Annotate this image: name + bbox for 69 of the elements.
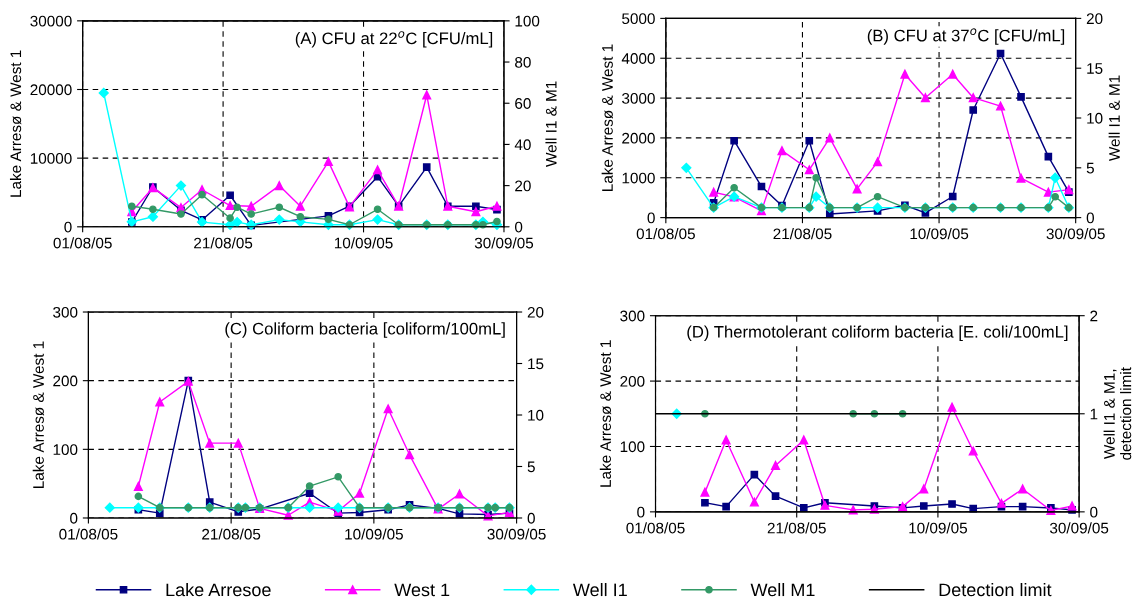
y2-tick-label: 40 [514,139,531,151]
text: (A) CFU at 22$^{o}$C [CFU/mL] [295,31,493,48]
x-tick-label: 01/08/05 [626,522,685,534]
x-tick-label: 21/08/05 [773,228,832,240]
x-tick-label: 10/09/05 [345,528,403,540]
y2-tick-label: 0 [1086,212,1094,224]
y-tick-label: 300 [620,310,645,322]
y2-tick-label: 100 [515,15,540,27]
x-tick-label: 30/09/05 [474,237,534,249]
y2-tick-label: 80 [515,56,531,68]
x-tick-label: 01/08/05 [636,228,695,240]
y2-tick-label: 20 [515,180,531,192]
legend-label: Well I1 [572,582,627,597]
text: (B) CFU at 37$^{o}$C [CFU/mL] [867,28,1065,45]
x-tick-label: 01/08/05 [53,237,112,249]
y-axis-title: Lake Arresø & West 1 [9,50,22,197]
y2-axis-title: Well I1 & M1 [1108,75,1120,162]
y-tick-label: 10000 [30,153,72,164]
y-tick-label: 30000 [30,15,72,27]
x-tick-label: 21/08/05 [767,522,826,534]
y-tick-label: 5000 [622,13,655,25]
y-tick-label: 300 [53,306,78,318]
y2-axis-title: Well I1 & M1, detection limit [1103,367,1132,460]
y-tick-label: 20000 [30,84,72,96]
y2-tick-label: 15 [528,358,544,370]
x-tick-label: 01/08/05 [59,528,118,540]
y-tick-label: 0 [637,506,645,518]
text: (C) Coliform bacteria [coliform/100mL] [225,322,505,338]
x-tick-label: 30/09/05 [1049,522,1109,534]
x-tick-label: 30/09/05 [1046,228,1105,240]
y2-tick-label: 20 [1086,13,1103,25]
y2-tick-label: 15 [1087,63,1103,74]
x-tick-label: 30/09/05 [487,528,546,540]
x-tick-label: 21/08/05 [194,237,253,249]
y-tick-label: 3000 [622,92,655,104]
y2-tick-label: 1 [1090,408,1098,420]
y2-tick-label: 0 [1090,506,1098,518]
y2-tick-label: 2 [1090,310,1098,322]
y-tick-label: 0 [647,212,655,224]
x-tick-label: 10/09/05 [334,237,393,249]
y2-tick-label: 60 [515,98,531,109]
text: (D) Thermotolerant coliform bacteria [E. coli/100mL] [687,325,1068,342]
legend-label: West 1 [394,583,450,597]
y2-tick-label: 10 [1087,112,1103,124]
y-axis-title: Lake Arresø & West 1 [32,341,45,488]
y2-tick-label: 10 [528,409,544,421]
y-tick-label: 1000 [622,172,655,184]
y-axis-title: Lake Arresø & West 1 [599,340,612,487]
y2-axis-title: Well I1 & M1 [545,81,557,167]
y-tick-label: 100 [53,444,78,456]
y-tick-label: 100 [620,441,645,453]
y2-tick-label: 20 [527,306,544,318]
y-tick-label: 0 [64,221,72,233]
y-tick-label: 200 [620,375,645,387]
y-axis-title: Lake Arresø & West 1 [601,44,613,191]
y-tick-label: 4000 [621,53,655,64]
legend-label: Well M1 [750,582,815,597]
legend-label: Lake Arresoe [166,582,271,597]
y2-tick-label: 5 [527,461,535,473]
y-tick-label: 200 [53,375,78,387]
legend-label: Detection limit [939,582,1052,597]
y-tick-label: 2000 [622,132,655,144]
x-tick-label: 21/08/05 [202,528,261,540]
y2-tick-label: 5 [1086,162,1094,174]
y-tick-label: 0 [70,512,78,524]
y2-tick-label: 0 [514,221,523,233]
y2-tick-label: 0 [527,512,535,524]
x-tick-label: 10/09/05 [910,228,969,240]
x-tick-label: 10/09/05 [909,522,968,534]
